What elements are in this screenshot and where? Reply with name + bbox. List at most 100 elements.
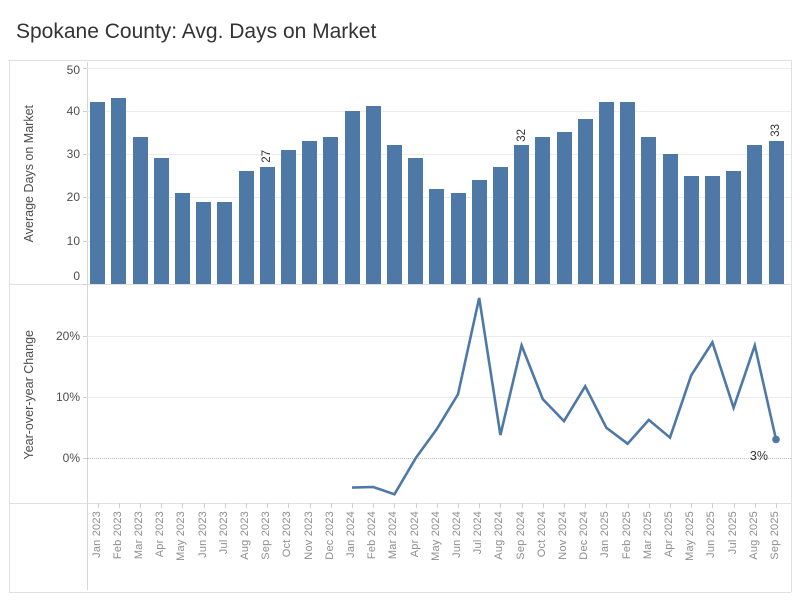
- bar-sep-2025[interactable]: [768, 141, 784, 284]
- x-tick-label-sep-2025: Sep 2025: [769, 511, 781, 560]
- bar-y-tick-mark: [83, 284, 87, 285]
- x-tick-mark: [373, 503, 375, 508]
- yoy-end-value-label: 3%: [749, 449, 768, 464]
- bar-jan-2024[interactable]: [344, 110, 360, 284]
- bar-nov-2023[interactable]: [302, 141, 318, 284]
- chart-title: Spokane County: Avg. Days on Market: [16, 20, 377, 43]
- x-tick-mark: [776, 503, 777, 508]
- x-tick-mark: [161, 503, 163, 508]
- x-tick-label-sep-2024: Sep 2024: [514, 511, 527, 560]
- x-tick-mark: [182, 503, 184, 508]
- x-tick-label-feb-2025: Feb 2025: [620, 511, 633, 560]
- bar-may-2023[interactable]: [174, 193, 190, 284]
- x-tick-mark: [118, 503, 120, 508]
- bar-mar-2025[interactable]: [641, 136, 657, 284]
- x-tick-mark: [691, 503, 693, 508]
- x-tick-label-nov-2023: Nov 2023: [302, 511, 315, 560]
- bar-feb-2025[interactable]: [620, 102, 636, 284]
- x-tick-mark: [415, 503, 417, 508]
- bar-sep-2024[interactable]: [514, 145, 530, 284]
- x-tick-mark: [352, 503, 353, 508]
- x-tick-label-jan-2024: Jan 2024: [345, 511, 357, 558]
- x-tick-mark: [224, 503, 226, 508]
- bar-may-2025[interactable]: [683, 175, 699, 284]
- x-tick-mark: [203, 503, 205, 508]
- bar-axis-title: Average Days on Market: [22, 104, 36, 242]
- x-tick-mark: [733, 503, 735, 508]
- bar-nov-2024[interactable]: [556, 132, 572, 284]
- bar-jul-2023[interactable]: [217, 201, 233, 284]
- bar-apr-2023[interactable]: [153, 158, 169, 284]
- bar-jun-2023[interactable]: [196, 201, 212, 284]
- bar-feb-2024[interactable]: [365, 106, 381, 284]
- x-tick-mark: [521, 503, 523, 508]
- x-tick-mark: [648, 503, 650, 508]
- x-tick-mark: [585, 503, 587, 508]
- bar-jun-2024[interactable]: [450, 193, 466, 284]
- yoy-end-marker[interactable]: [772, 435, 780, 444]
- bar-dec-2024[interactable]: [577, 119, 593, 284]
- bar-value-label-27: 27: [261, 150, 274, 164]
- bar-y-tick-label-50: 50: [66, 63, 80, 77]
- yoy-change-line[interactable]: [351, 297, 778, 496]
- bar-sep-2023[interactable]: [259, 167, 275, 284]
- bar-oct-2023[interactable]: [280, 149, 296, 284]
- x-tick-mark: [436, 503, 438, 508]
- bar-y-tick-label-10: 10: [66, 233, 80, 248]
- x-tick-mark: [97, 503, 99, 508]
- bar-y-tick-mark: [83, 240, 87, 242]
- x-tick-label-dec-2023: Dec 2023: [323, 511, 336, 560]
- bar-value-label-32: 32: [515, 128, 528, 142]
- bar-value-label-33: 33: [770, 124, 782, 138]
- bar-chart-pane: 27 32 33: [87, 62, 791, 284]
- x-tick-mark: [712, 503, 714, 508]
- bar-apr-2024[interactable]: [408, 158, 424, 284]
- bar-aug-2024[interactable]: [492, 167, 508, 284]
- line-gridline-10%: [87, 397, 791, 399]
- bar-may-2024[interactable]: [429, 188, 445, 284]
- bar-jul-2025[interactable]: [726, 171, 742, 284]
- x-tick-label-oct-2023: Oct 2023: [281, 511, 294, 558]
- x-tick-label-dec-2024: Dec 2024: [578, 511, 591, 560]
- bar-aug-2023[interactable]: [238, 171, 254, 284]
- x-tick-label-apr-2024: Apr 2024: [408, 511, 421, 558]
- bar-y-tick-mark: [83, 154, 87, 156]
- x-tick-mark: [330, 503, 332, 508]
- y-axis-line: [87, 62, 88, 590]
- x-tick-mark: [458, 503, 459, 508]
- x-tick-mark: [670, 503, 671, 508]
- bar-apr-2025[interactable]: [662, 154, 678, 284]
- bar-oct-2024[interactable]: [535, 136, 551, 284]
- x-tick-label-may-2024: May 2024: [429, 511, 442, 561]
- bar-y-tick-label-40: 40: [66, 103, 80, 118]
- x-tick-label-aug-2024: Aug 2024: [493, 511, 506, 560]
- x-tick-label-may-2025: May 2025: [684, 511, 697, 561]
- bar-jun-2025[interactable]: [704, 175, 720, 284]
- bar-y-tick-mark: [83, 67, 87, 69]
- bar-jan-2025[interactable]: [598, 102, 614, 284]
- x-tick-label-feb-2024: Feb 2024: [366, 511, 379, 560]
- x-tick-mark: [267, 503, 269, 508]
- x-tick-label-jun-2024: Jun 2024: [451, 511, 463, 558]
- x-tick-label-jul-2024: Jul 2024: [472, 511, 485, 555]
- bar-dec-2023[interactable]: [323, 136, 339, 284]
- bar-jan-2023[interactable]: [90, 102, 106, 284]
- x-tick-label-mar-2025: Mar 2025: [641, 511, 654, 560]
- x-tick-label-sep-2023: Sep 2023: [260, 511, 273, 560]
- bar-mar-2023[interactable]: [132, 136, 148, 284]
- bar-gridline-30: [87, 154, 791, 156]
- left-border-line: [9, 60, 10, 592]
- x-tick-label-mar-2023: Mar 2023: [133, 511, 145, 560]
- line-chart-pane: 3%: [87, 286, 791, 503]
- bar-jul-2024[interactable]: [471, 180, 487, 284]
- x-tick-mark: [394, 503, 396, 508]
- bar-feb-2023[interactable]: [111, 97, 127, 284]
- bar-y-tick-label-20: 20: [66, 190, 80, 205]
- bar-mar-2024[interactable]: [386, 145, 402, 284]
- x-tick-mark: [606, 503, 608, 508]
- bar-y-tick-label-30: 30: [66, 147, 80, 162]
- x-tick-label-aug-2023: Aug 2023: [239, 511, 251, 560]
- bar-y-tick-mark: [83, 197, 87, 199]
- bar-aug-2025[interactable]: [747, 145, 763, 284]
- line-y-tick-mark: [83, 458, 87, 460]
